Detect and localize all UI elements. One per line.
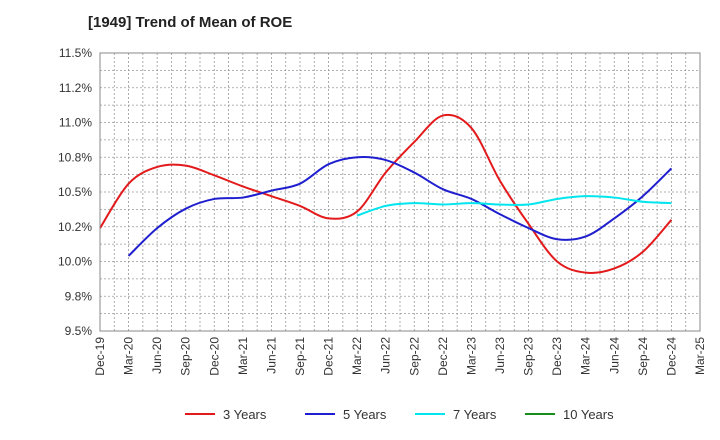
x-tick-label: Sep-24 [636,337,650,376]
x-tick-label: Dec-22 [436,337,450,376]
chart-title: [1949] Trend of Mean of ROE [88,14,293,31]
y-tick-label: 9.5% [65,324,93,338]
x-tick-label: Jun-24 [607,337,621,374]
legend-label-3-years: 3 Years [223,407,267,422]
x-tick-label: Dec-23 [550,337,564,376]
y-tick-label: 10.5% [58,185,92,199]
x-tick-label: Sep-20 [179,337,193,376]
y-tick-label: 11.2% [59,81,92,95]
series-line-7-years [356,195,672,217]
x-tick-label: Mar-20 [122,337,136,375]
x-tick-label: Mar-24 [579,337,593,375]
x-tick-label: Mar-22 [350,337,364,375]
x-tick-label: Sep-23 [522,337,536,376]
grid-layer [100,53,700,331]
x-tick-label: Jun-20 [150,337,164,374]
series-line-5-years [127,156,673,257]
x-tick-label: Mar-25 [693,337,707,375]
x-tick-label: Dec-20 [207,337,221,376]
legend-label-10-years: 10 Years [563,407,614,422]
plot-frame [99,52,701,332]
x-tick-label: Mar-21 [236,337,250,375]
x-tick-label: Jun-23 [493,337,507,374]
y-tick-label: 10.2% [58,220,92,234]
y-tick-label: 9.8% [65,289,93,303]
y-tick-label: 11.5% [59,46,92,60]
x-tick-label: Mar-23 [464,337,478,375]
x-tick-label: Dec-24 [664,337,678,376]
x-tick-label: Dec-21 [322,337,336,376]
y-axis-ticks: 9.5% 9.8% 10.0% 10.2% 10.5% 10.8% 11.0% 11.2% 11… [58,46,92,338]
legend-label-7-years: 7 Years [453,407,497,422]
x-tick-label: Jun-22 [379,337,393,374]
legend: 3 Years 5 Years 7 Years 10 Years [185,407,614,422]
series-line-3-years [99,113,673,274]
legend-label-5-years: 5 Years [343,407,387,422]
y-tick-label: 11.0% [59,116,92,130]
y-tick-label: 10.0% [58,255,92,269]
x-tick-label: Sep-21 [293,337,307,376]
x-tick-label: Dec-19 [93,337,107,376]
y-tick-label: 10.8% [58,150,92,164]
x-tick-label: Sep-22 [407,337,421,376]
x-tick-label: Jun-21 [264,337,278,374]
series-layer [99,113,673,274]
x-axis-ticks: Dec-19 Mar-20 Jun-20 Sep-20 Dec-20 Mar-21 Jun-… [93,337,707,376]
